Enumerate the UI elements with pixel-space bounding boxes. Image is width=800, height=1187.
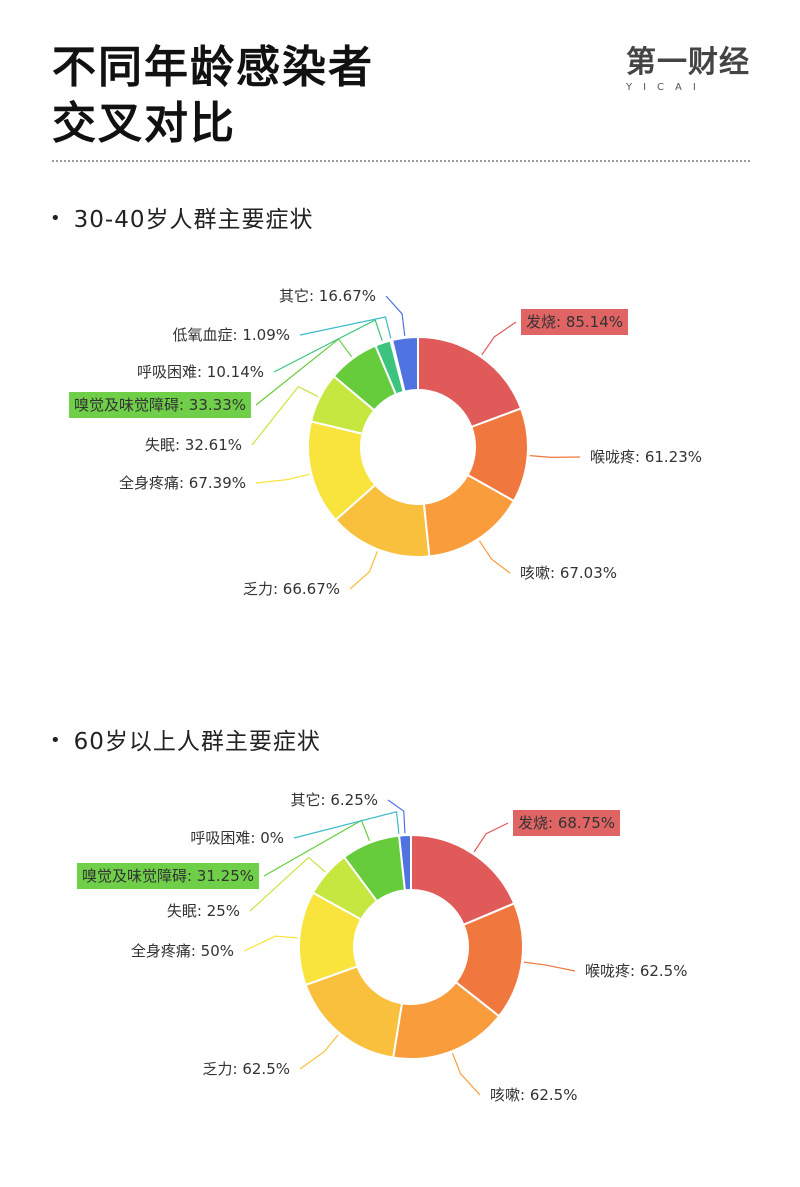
header-divider: [52, 160, 750, 162]
chart1-slice-label: 发烧: 85.14%: [526, 313, 623, 331]
chart2-leader-line: [299, 1034, 339, 1070]
chart2-title: 60岁以上人群主要症状: [73, 729, 321, 755]
chart1-leader-line: [251, 385, 319, 446]
chart1-slice-label: 失眠: 32.61%: [145, 436, 242, 454]
chart1-section-title: • 30-40岁人群主要症状: [50, 200, 313, 234]
chart1-leader-line: [481, 321, 517, 356]
chart2-slice-label: 咳嗽: 62.5%: [490, 1086, 577, 1104]
chart2-leader-line: [387, 799, 406, 834]
chart1-leader-line: [273, 319, 383, 373]
chart1-label-highlight: [521, 309, 629, 335]
logo-text: 第一财经: [626, 45, 750, 80]
chart2-label-highlight: [513, 810, 621, 836]
chart2-leader-line: [293, 811, 400, 839]
chart1-slice-label: 喉咙疼: 61.23%: [590, 448, 702, 466]
chart2-leader-line: [473, 822, 509, 853]
chart2-slice-label: 发烧: 68.75%: [518, 814, 615, 832]
chart1-leader-line: [478, 540, 511, 574]
chart2-slice-label: 喉咙疼: 62.5%: [585, 962, 687, 980]
chart2-label-highlight: [76, 863, 259, 889]
chart2-donut: 发烧: 68.75% 喉咙疼: 62.5% 咳嗽: 62.5% 乏力: 62.5% 全身…: [76, 791, 687, 1104]
chart1-title: 30-40岁人群主要症状: [73, 207, 314, 233]
chart1-leader-line: [529, 455, 581, 458]
bullet-icon: •: [50, 208, 62, 229]
chart2-leader-line: [523, 961, 576, 972]
chart2-slice-label: 其它: 6.25%: [291, 791, 378, 809]
chart2-leader-line: [451, 1052, 481, 1096]
chart1-leader-line: [349, 551, 378, 590]
chart2-leader-line: [249, 856, 326, 912]
chart1-slice-label: 其它: 16.67%: [279, 287, 376, 305]
chart2-slice-label: 失眠: 25%: [167, 902, 240, 920]
chart1-slice-label: 呼吸困难: 10.14%: [137, 363, 264, 381]
chart2-slice-label: 呼吸困难: 0%: [190, 829, 284, 847]
bullet-icon: •: [50, 730, 62, 751]
chart1-donut: 发烧: 85.14% 喉咙疼: 61.23% 咳嗽: 67.03% 乏力: 66.67…: [68, 287, 702, 598]
page-title-line2: 交叉对比: [52, 98, 236, 149]
chart1-leader-line: [299, 316, 392, 339]
chart1-slice-0: [417, 335, 523, 429]
logo-subtext: YICAI: [626, 82, 707, 93]
chart1-leader-line: [385, 295, 406, 336]
yicai-logo: 第一财经 YICAI: [626, 46, 756, 102]
chart1-slice-label: 低氧血症: 1.09%: [173, 326, 290, 344]
page-title: 不同年龄感染者 交叉对比: [52, 40, 552, 152]
chart2-slice-label: 乏力: 62.5%: [203, 1060, 290, 1078]
chart2-slice-label: 全身疼痛: 50%: [131, 942, 234, 960]
chart2-leader-line: [243, 935, 298, 952]
page-title-line1: 不同年龄感染者: [52, 42, 374, 93]
chart2-section-title: • 60岁以上人群主要症状: [50, 722, 321, 756]
chart1-slice-label: 乏力: 66.67%: [243, 580, 340, 598]
chart1-slice-label: 咳嗽: 67.03%: [520, 564, 617, 582]
chart1-leader-line: [255, 473, 310, 484]
chart1-slice-label: 嗅觉及味觉障碍: 33.33%: [74, 396, 246, 414]
chart2-slice-8: [397, 833, 412, 892]
chart2-slice-label: 嗅觉及味觉障碍: 31.25%: [82, 867, 254, 885]
chart1-slice-label: 全身疼痛: 67.39%: [119, 474, 246, 492]
chart1-slice-9: [390, 335, 419, 393]
chart1-label-highlight: [68, 392, 251, 418]
